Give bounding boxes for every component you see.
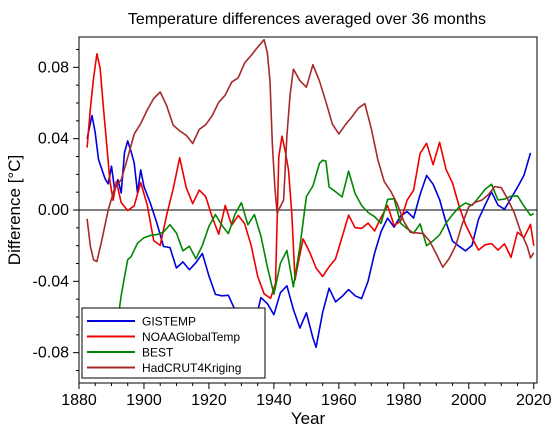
- y-tick-label: 0.04: [38, 131, 69, 148]
- x-tick-label: 1920: [191, 392, 227, 409]
- chart-title: Temperature differences averaged over 36…: [128, 11, 486, 28]
- x-tick-label: 1940: [256, 392, 292, 409]
- y-axis: -0.08 -0.04 0.00 0.04 0.08: [33, 48, 79, 372]
- x-axis: 1880 1900 1920 1940 1960 1980 2000 2020: [61, 383, 552, 409]
- legend-label: HadCRUT4Kriging: [142, 361, 241, 375]
- x-tick-label: 1960: [321, 392, 357, 409]
- legend-label: GISTEMP: [142, 315, 196, 329]
- series-group: [86, 38, 535, 353]
- series-line-hadcrut4kriging: [86, 38, 535, 268]
- x-tick-label: 1880: [61, 392, 97, 409]
- series-line-gistemp: [86, 114, 532, 348]
- series-line-noaaglobaltemp: [86, 53, 535, 300]
- x-axis-label: Year: [291, 409, 326, 428]
- y-tick-label: -0.04: [33, 273, 70, 290]
- legend-label: BEST: [142, 346, 174, 360]
- x-tick-label: 2000: [451, 392, 487, 409]
- series-line-best: [110, 159, 535, 353]
- y-tick-label: 0.00: [38, 202, 69, 219]
- x-tick-label: 1980: [386, 392, 422, 409]
- x-tick-label: 2020: [516, 392, 552, 409]
- y-tick-label: 0.08: [38, 59, 69, 76]
- y-tick-label: -0.08: [33, 345, 70, 362]
- legend-box: [81, 307, 266, 379]
- legend-label: NOAAGlobalTemp: [142, 330, 240, 344]
- x-tick-label: 1900: [126, 392, 162, 409]
- y-axis-label: Difference [°C]: [5, 155, 24, 265]
